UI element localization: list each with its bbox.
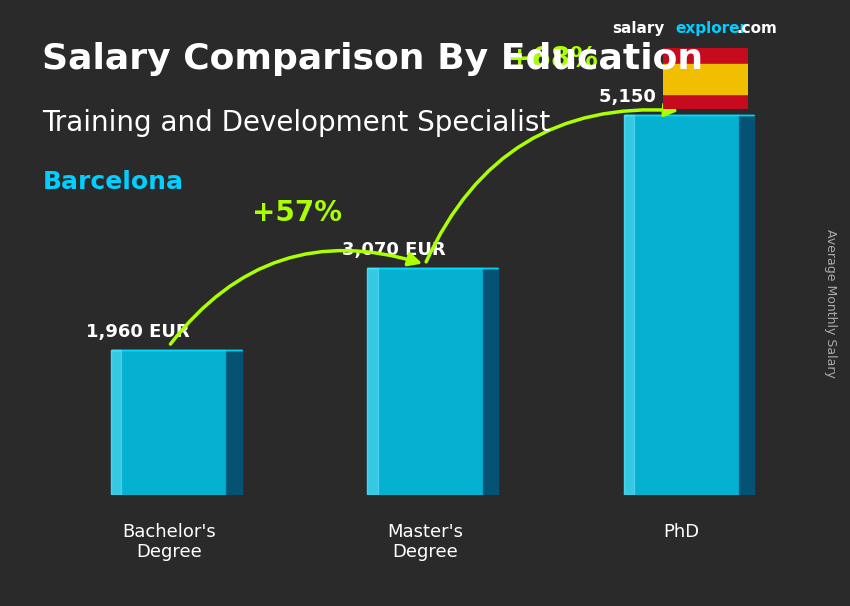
- Bar: [111, 350, 226, 494]
- Text: PhD: PhD: [663, 522, 700, 541]
- Text: Barcelona: Barcelona: [42, 170, 184, 194]
- Text: +57%: +57%: [252, 199, 342, 227]
- Text: +68%: +68%: [508, 45, 598, 73]
- Text: 1,960 EUR: 1,960 EUR: [86, 323, 190, 341]
- Polygon shape: [739, 115, 754, 494]
- Text: Salary Comparison By Education: Salary Comparison By Education: [42, 42, 704, 76]
- Bar: [367, 268, 377, 494]
- Polygon shape: [483, 268, 498, 494]
- Bar: [624, 115, 739, 494]
- Bar: [367, 268, 483, 494]
- Text: Training and Development Specialist: Training and Development Specialist: [42, 109, 551, 137]
- Text: .com: .com: [737, 21, 778, 36]
- Bar: [663, 64, 748, 94]
- Text: explorer: explorer: [676, 21, 748, 36]
- Bar: [111, 350, 122, 494]
- Text: 3,070 EUR: 3,070 EUR: [343, 241, 446, 259]
- Bar: [624, 115, 634, 494]
- Text: Average Monthly Salary: Average Monthly Salary: [824, 228, 837, 378]
- Text: salary: salary: [612, 21, 665, 36]
- Text: Master's
Degree: Master's Degree: [387, 522, 463, 562]
- Text: Bachelor's
Degree: Bachelor's Degree: [122, 522, 216, 562]
- Text: 5,150 EUR: 5,150 EUR: [598, 88, 702, 106]
- Polygon shape: [226, 350, 241, 494]
